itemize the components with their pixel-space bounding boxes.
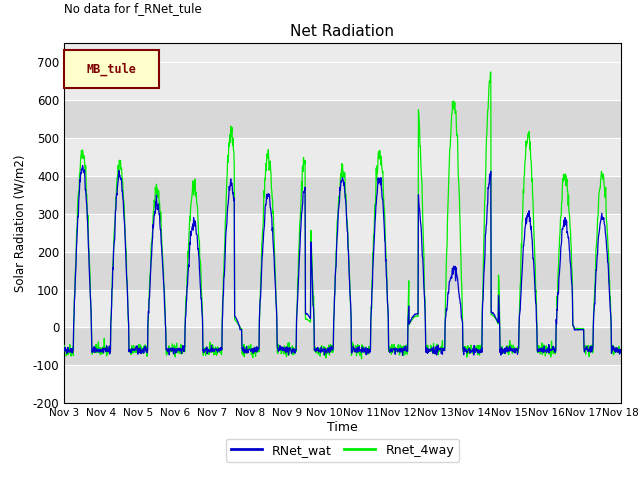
Rnet_4way	[617, 348, 625, 354]
RNet_wat	[184, 268, 192, 274]
Rnet_4way	[429, 347, 437, 353]
RNet_wat	[552, 348, 559, 354]
Legend: RNet_wat, Rnet_4way: RNet_wat, Rnet_4way	[225, 439, 460, 462]
Bar	[64, 176, 621, 214]
Bar	[64, 289, 621, 327]
Rnet_4way	[246, 345, 254, 351]
RNet_wat	[246, 348, 254, 353]
Bar	[64, 100, 621, 138]
Bar	[64, 365, 621, 403]
Bar	[64, 62, 621, 100]
Rnet_4way	[552, 351, 559, 357]
RNet_wat	[617, 347, 625, 352]
RNet_wat	[399, 352, 406, 358]
Rnet_4way	[60, 348, 68, 353]
RNet_wat	[79, 163, 86, 168]
RNet_wat	[429, 344, 437, 350]
Text: MB_tule: MB_tule	[86, 63, 136, 76]
Bar	[64, 138, 621, 176]
RNet_wat	[171, 347, 179, 352]
Rnet_4way	[184, 249, 191, 254]
Bar	[64, 214, 621, 252]
Rnet_4way	[502, 348, 510, 354]
X-axis label: Time: Time	[327, 421, 358, 434]
Rnet_4way	[358, 356, 365, 362]
Line: Rnet_4way: Rnet_4way	[64, 72, 621, 359]
FancyBboxPatch shape	[64, 50, 159, 88]
RNet_wat	[60, 347, 68, 352]
Rnet_4way	[487, 69, 495, 75]
Y-axis label: Solar Radiation (W/m2): Solar Radiation (W/m2)	[14, 155, 27, 292]
Bar	[64, 327, 621, 365]
Title: Net Radiation: Net Radiation	[291, 24, 394, 39]
Line: RNet_wat: RNet_wat	[64, 166, 621, 355]
Rnet_4way	[170, 342, 178, 348]
Text: No data for f_RNet_tule: No data for f_RNet_tule	[64, 2, 202, 15]
Bar	[64, 252, 621, 289]
RNet_wat	[502, 346, 510, 351]
